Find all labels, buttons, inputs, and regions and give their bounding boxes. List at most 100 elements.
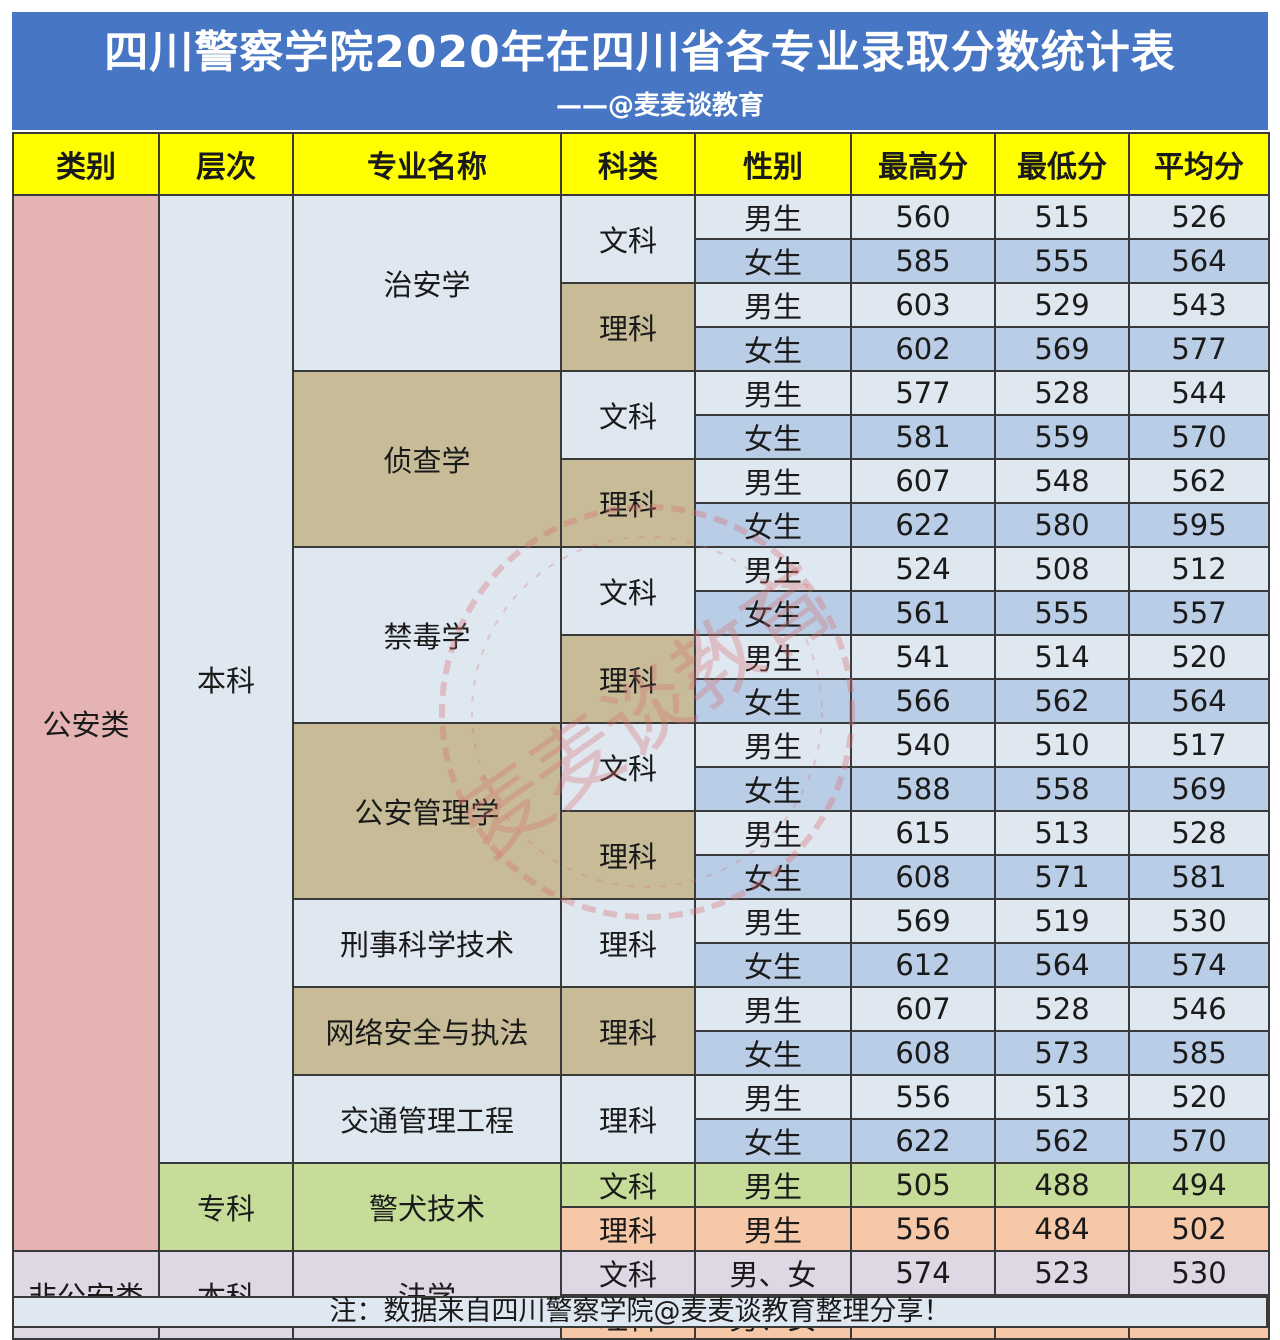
header-max-score: 最高分 (850, 132, 996, 196)
gender-cell: 男生 (694, 1074, 852, 1120)
min-score-cell: 555 (994, 590, 1130, 636)
gender-cell: 女生 (694, 502, 852, 548)
avg-score-cell: 557 (1128, 590, 1270, 636)
min-score-cell: 514 (994, 634, 1130, 680)
min-score-cell: 548 (994, 458, 1130, 504)
gender-cell: 男生 (694, 634, 852, 680)
avg-score-cell: 564 (1128, 238, 1270, 284)
gender-cell: 女生 (694, 590, 852, 636)
table-row: 禁毒学 文科 男生 524 508 512 (13, 546, 1270, 724)
max-score-cell: 540 (850, 722, 996, 768)
major-cell: 网络安全与执法 (292, 986, 562, 1076)
min-score-cell: 513 (994, 810, 1130, 856)
avg-score-cell: 595 (1128, 502, 1270, 548)
max-score-cell: 607 (850, 458, 996, 504)
avg-score-cell: 517 (1128, 722, 1270, 768)
min-score-cell: 562 (994, 1118, 1130, 1164)
major-cell: 治安学 (292, 194, 562, 372)
table-row: 理科 男生 541 514 520 (13, 634, 1270, 724)
max-score-cell: 561 (850, 590, 996, 636)
min-score-cell: 555 (994, 238, 1130, 284)
max-score-cell: 556 (850, 1074, 996, 1120)
table-row: 女生 602 569 577 (13, 326, 1270, 372)
gender-cell: 男生 (694, 194, 852, 240)
table-row: 理科 男生 615 513 528 (13, 810, 1270, 900)
max-score-cell: 569 (850, 898, 996, 944)
major-cell: 交通管理工程 (292, 1074, 562, 1164)
footer-note: 注：数据来自四川警察学院@麦麦谈教育整理分享！ (12, 1296, 1268, 1328)
header-category: 类别 (12, 132, 160, 196)
subject-cell: 文科 (560, 1250, 696, 1296)
subject-cell: 理科 (560, 1206, 696, 1252)
max-score-cell: 577 (850, 370, 996, 416)
max-score-cell: 524 (850, 546, 996, 592)
subject-cell: 文科 (560, 1162, 696, 1208)
avg-score-cell: 512 (1128, 546, 1270, 592)
gender-cell: 女生 (694, 414, 852, 460)
avg-score-cell: 520 (1128, 634, 1270, 680)
min-score-cell: 573 (994, 1030, 1130, 1076)
table-row: 公安类 本科 治安学 文科 男生 560 515 526 (12, 194, 1270, 1252)
max-score-cell: 585 (850, 238, 996, 284)
score-table-page: 四川警察学院2020年在四川省各专业录取分数统计表 ——@麦麦谈教育 类别 层次… (12, 12, 1270, 1340)
avg-score-cell: 581 (1128, 854, 1270, 900)
table-row: 理科 男生 607 548 562 (13, 458, 1270, 548)
header-avg-score: 平均分 (1128, 132, 1270, 196)
avg-score-cell: 544 (1128, 370, 1270, 416)
min-score-cell: 508 (994, 546, 1130, 592)
table-row: 女生 585 555 564 (13, 238, 1270, 284)
min-score-cell: 519 (994, 898, 1130, 944)
table-row: 刑事科学技术 理科 男生 569 519 530 (13, 898, 1270, 988)
min-score-cell: 558 (994, 766, 1130, 812)
avg-score-cell: 530 (1128, 898, 1270, 944)
header-major: 专业名称 (292, 132, 562, 196)
table-row: 女生 608 573 585 (13, 1030, 1270, 1076)
major-cell: 公安管理学 (292, 722, 562, 900)
avg-score-cell: 564 (1128, 678, 1270, 724)
table-row: 女生 566 562 564 (13, 678, 1270, 724)
gender-cell: 女生 (694, 766, 852, 812)
admission-score-table: 类别 层次 专业名称 科类 性别 最高分 最低分 平均分 公安类 本科 治安学 … (12, 132, 1270, 1340)
avg-score-cell: 543 (1128, 282, 1270, 328)
gender-cell: 男生 (694, 986, 852, 1032)
max-score-cell: 560 (850, 194, 996, 240)
avg-score-cell: 502 (1128, 1206, 1270, 1252)
table-row: 专科 警犬技术 文科 男生 505 488 494 (13, 1162, 1270, 1252)
max-score-cell: 607 (850, 986, 996, 1032)
min-score-cell: 488 (994, 1162, 1130, 1208)
major-cell: 侦查学 (292, 370, 562, 548)
title-banner: 四川警察学院2020年在四川省各专业录取分数统计表 ——@麦麦谈教育 (12, 12, 1268, 130)
min-score-cell: 528 (994, 986, 1130, 1032)
max-score-cell: 581 (850, 414, 996, 460)
level-cell: 本科 (158, 194, 294, 1164)
avg-score-cell: 570 (1128, 1118, 1270, 1164)
min-score-cell: 564 (994, 942, 1130, 988)
gender-cell: 男生 (694, 370, 852, 416)
max-score-cell: 608 (850, 854, 996, 900)
max-score-cell: 556 (850, 1206, 996, 1252)
max-score-cell: 622 (850, 502, 996, 548)
gender-cell: 女生 (694, 1030, 852, 1076)
min-score-cell: 484 (994, 1206, 1130, 1252)
subject-cell: 理科 (560, 986, 696, 1076)
avg-score-cell: 546 (1128, 986, 1270, 1032)
header-subject: 科类 (560, 132, 696, 196)
min-score-cell: 562 (994, 678, 1130, 724)
gender-cell: 女生 (694, 1118, 852, 1164)
gender-cell: 男生 (694, 1206, 852, 1252)
gender-cell: 女生 (694, 678, 852, 724)
table-row: 女生 622 562 570 (13, 1118, 1270, 1164)
max-score-cell: 588 (850, 766, 996, 812)
table-row: 女生 581 559 570 (13, 414, 1270, 460)
max-score-cell: 603 (850, 282, 996, 328)
min-score-cell: 523 (994, 1250, 1130, 1296)
max-score-cell: 615 (850, 810, 996, 856)
subject-cell: 文科 (560, 370, 696, 460)
category-cell: 公安类 (12, 194, 160, 1252)
min-score-cell: 528 (994, 370, 1130, 416)
table-row: 女生 588 558 569 (13, 766, 1270, 812)
avg-score-cell: 574 (1128, 942, 1270, 988)
header-level: 层次 (158, 132, 294, 196)
subject-cell: 理科 (560, 634, 696, 724)
avg-score-cell: 577 (1128, 326, 1270, 372)
